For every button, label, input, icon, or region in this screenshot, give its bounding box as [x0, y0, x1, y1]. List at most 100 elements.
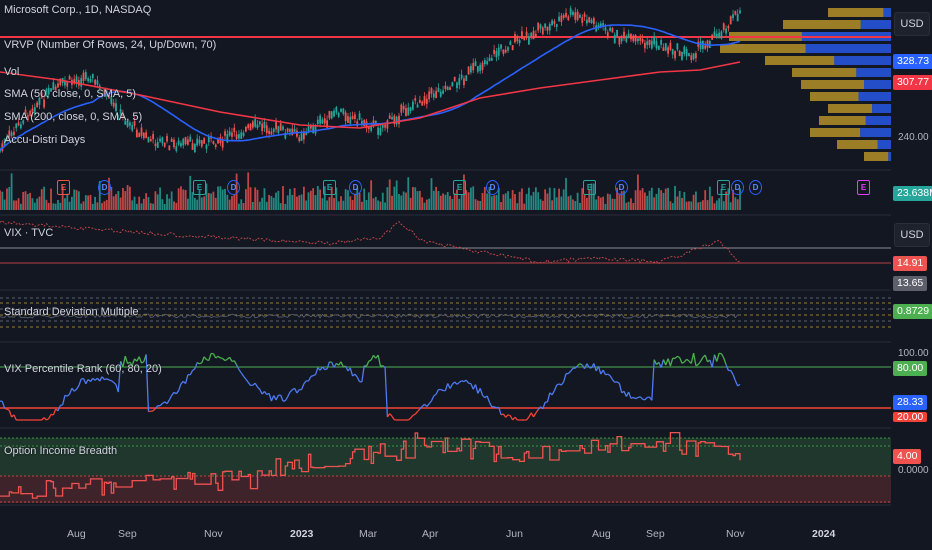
rank-line-segment [287, 391, 291, 398]
earnings-icon[interactable]: E [453, 180, 466, 195]
candle-body [235, 134, 238, 139]
rank-line-segment [407, 417, 411, 421]
volume-bar [272, 197, 275, 210]
candle-body [154, 143, 157, 147]
candle-body [244, 126, 247, 132]
dividend-icon[interactable]: D [615, 180, 628, 195]
rank-line-segment [665, 358, 669, 366]
currency-button[interactable]: USD [894, 12, 930, 36]
volume-bar [363, 188, 366, 210]
volume-bar [300, 194, 303, 210]
volume-bar [244, 189, 247, 210]
volume-bar [354, 193, 356, 210]
dividend-icon[interactable]: D [98, 180, 111, 195]
volume-bar [277, 190, 280, 210]
rank-line-segment [695, 363, 699, 367]
earnings-icon[interactable]: E [717, 180, 730, 195]
candle-body [47, 87, 50, 95]
rank-line-segment [57, 405, 61, 412]
volume-bar [386, 187, 389, 210]
candle-body [282, 126, 284, 130]
volume-bar [611, 198, 614, 210]
candle-body [706, 40, 709, 48]
rank-line-segment [122, 355, 126, 368]
dividend-icon[interactable]: D [749, 180, 762, 195]
rank-line-segment [268, 393, 273, 402]
rank-line-segment [1, 401, 6, 409]
volume-bar [474, 199, 477, 210]
volume-bar [456, 189, 458, 210]
dividend-icon[interactable]: D [349, 180, 362, 195]
dividend-icon[interactable]: D [731, 180, 744, 195]
volume-bar [662, 192, 665, 210]
accu-distri-legend[interactable]: Accu-Distri Days [4, 134, 86, 146]
volume-bar [446, 192, 449, 210]
volume-bar [706, 200, 709, 210]
volume-bar [358, 193, 361, 210]
option-breadth-legend[interactable]: Option Income Breadth [4, 445, 118, 457]
candle-body [627, 33, 630, 37]
volume-bar [514, 194, 516, 210]
vix-currency-button[interactable]: USD [894, 223, 930, 247]
rank-line-segment [101, 376, 105, 380]
stddev-legend[interactable]: Standard Deviation Multiple [4, 306, 139, 318]
earnings-icon[interactable]: E [57, 180, 70, 195]
volume-bar [669, 201, 672, 210]
rank-line-segment [551, 390, 555, 396]
rank-line-segment [454, 381, 458, 385]
volume-bar [119, 197, 122, 210]
candle-body [228, 131, 231, 136]
candle-body [643, 42, 646, 49]
candle-body [405, 108, 407, 116]
rank-line-segment [380, 364, 383, 367]
sma200-legend[interactable]: SMA (200, close, 0, SMA, 5) [4, 111, 143, 123]
volume-bar [265, 201, 268, 210]
vix-rank-legend[interactable]: VIX Percentile Rank (60, 80, 20) [4, 363, 162, 375]
stddev-badge: 0.8729 [893, 304, 932, 319]
candle-body [131, 125, 134, 131]
candle-body [182, 138, 185, 146]
candle-body [64, 80, 66, 86]
sma50-price-badge: 328.73 [893, 54, 932, 69]
candle-body [340, 108, 342, 112]
time-label: Jun [506, 528, 523, 540]
rank-line-segment [68, 387, 73, 395]
candle-body [676, 43, 679, 50]
candle-body [52, 82, 55, 90]
candle-body [588, 17, 591, 23]
symbol-title[interactable]: Microsoft Corp., 1D, NASDAQ [4, 4, 152, 16]
sma50-legend[interactable]: SMA (50, close, 0, SMA, 5) [4, 88, 137, 100]
rank-line-segment [410, 414, 414, 419]
volume-bar [439, 195, 442, 210]
candle-body [504, 49, 507, 53]
candle-body [284, 132, 287, 139]
volume-bar [293, 188, 296, 210]
candle-body [625, 36, 628, 42]
candle-body [196, 138, 199, 146]
vol-legend[interactable]: Vol [4, 66, 20, 78]
rank-line-segment [449, 384, 453, 389]
vrvp-legend[interactable]: VRVP (Number Of Rows, 24, Up/Down, 70) [4, 39, 217, 51]
candle-body [667, 47, 669, 54]
earnings-icon[interactable]: E [193, 180, 206, 195]
volume-bar [15, 200, 18, 210]
rank-line-segment [199, 362, 203, 365]
rank-line-segment [233, 360, 238, 366]
dividend-icon[interactable]: D [486, 180, 499, 195]
volume-bar [463, 174, 465, 210]
volume-bar [476, 200, 479, 210]
earnings-icon[interactable]: E [583, 180, 596, 195]
candle-body [166, 135, 168, 142]
vix-legend[interactable]: VIX · TVC [4, 227, 54, 239]
earnings-icon[interactable]: E [857, 180, 870, 195]
volume-bar [142, 198, 145, 210]
rank-line-segment [215, 355, 219, 359]
volume-bar [729, 202, 732, 210]
dividend-icon[interactable]: D [227, 180, 240, 195]
candle-body [268, 130, 270, 134]
volume-bar [613, 198, 616, 210]
earnings-icon[interactable]: E [323, 180, 336, 195]
volume-bar [180, 186, 182, 210]
rank-line-segment [99, 376, 103, 382]
